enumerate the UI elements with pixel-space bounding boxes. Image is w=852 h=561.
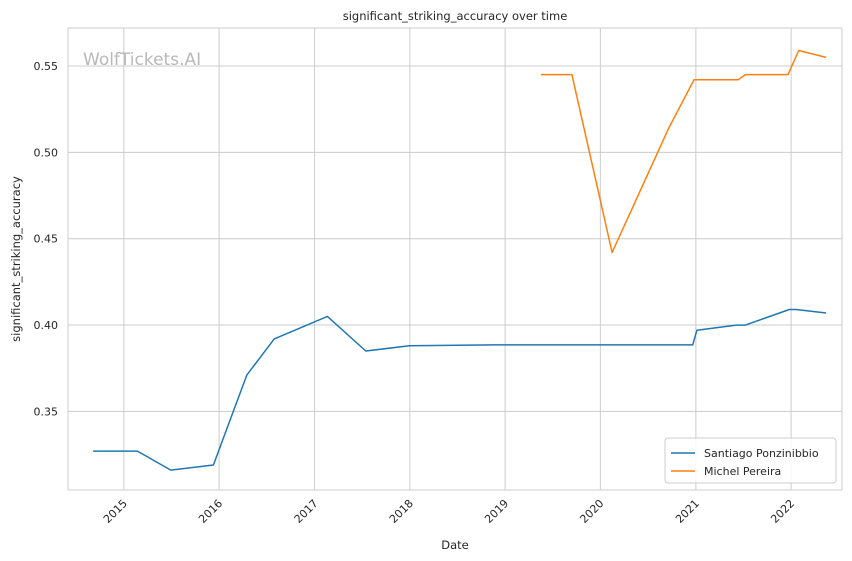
legend-entry-1: Santiago Ponzinibbio	[704, 447, 819, 460]
x-axis-ticks: 2015 2016 2017 2018 2019 2020 2021 2022	[101, 497, 797, 526]
y-tick-label: 0.45	[34, 233, 59, 246]
chart-title: significant_striking_accuracy over time	[343, 9, 568, 23]
y-tick-label: 0.50	[34, 146, 59, 159]
x-tick-label: 2022	[768, 497, 797, 526]
y-tick-label: 0.55	[34, 60, 59, 73]
legend-box	[664, 437, 837, 484]
y-axis-ticks: 0.35 0.40 0.45 0.50 0.55	[34, 60, 59, 418]
x-tick-label: 2021	[673, 497, 702, 526]
grid	[68, 28, 842, 490]
series-line-2	[540, 49, 827, 254]
series-group	[93, 49, 827, 471]
x-tick-label: 2019	[482, 497, 511, 526]
y-tick-label: 0.35	[34, 405, 59, 418]
legend-entry-2: Michel Pereira	[704, 465, 781, 478]
y-tick-label: 0.40	[34, 319, 59, 332]
plot-area	[67, 27, 843, 491]
series-line-1	[93, 308, 827, 471]
legend: Santiago Ponzinibbio Michel Pereira	[664, 437, 837, 484]
watermark: WolfTickets.AI	[83, 50, 201, 70]
y-axis-label: significant_striking_accuracy	[9, 176, 23, 342]
x-tick-label: 2016	[196, 497, 225, 526]
x-tick-label: 2020	[577, 497, 606, 526]
x-tick-label: 2018	[387, 497, 416, 526]
x-tick-label: 2017	[292, 497, 321, 526]
x-axis-label: Date	[441, 538, 469, 552]
x-tick-label: 2015	[101, 497, 130, 526]
